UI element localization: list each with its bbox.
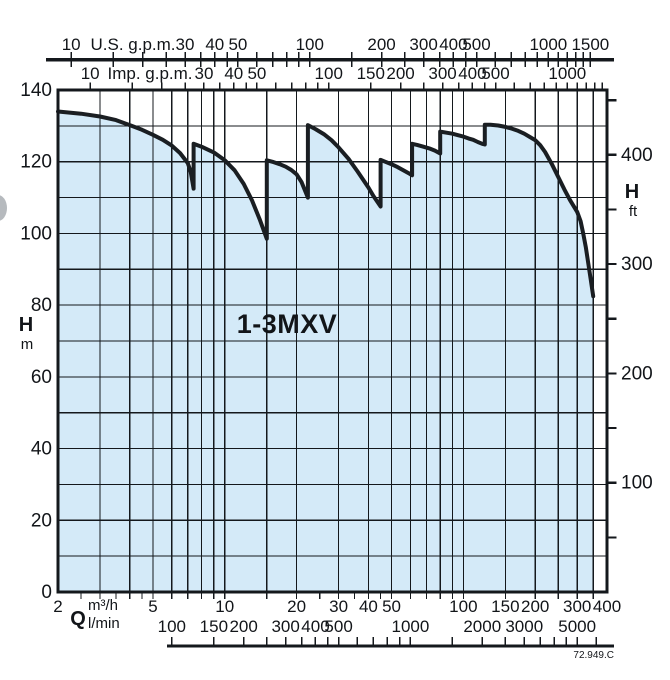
lmin-unit-label: l/min (88, 615, 120, 632)
lmin-tick-label: 100 (158, 617, 186, 636)
lmin-tick-label: 200 (229, 617, 257, 636)
lmin-tick-label: 500 (324, 617, 352, 636)
envelope-area (58, 111, 594, 592)
m3h-tick-label: 100 (449, 597, 477, 616)
imp-gpm-tick-label: 400 (458, 64, 486, 83)
document-number: 72.949.C (573, 650, 614, 661)
m3h-tick-label: 50 (382, 597, 401, 616)
left-h-m-tick-label: 140 (20, 80, 52, 101)
right-ft-tick-label: 200 (621, 363, 653, 384)
us-gpm-tick-label: 100 (296, 35, 324, 54)
m3h-tick-label: 40 (359, 597, 378, 616)
imp-gpm-axis-title: Imp. g.p.m. (107, 64, 192, 83)
left-h-m-tick-label: 80 (31, 295, 52, 316)
left-h-m-tick-label: 120 (20, 152, 52, 173)
lmin-tick-label: 2000 (463, 617, 501, 636)
imp-gpm-tick-label: 150 (357, 64, 385, 83)
m3h-tick-label: 10 (215, 597, 234, 616)
m3h-tick-label: 300 (563, 597, 591, 616)
right-axis-h-symbol: H (625, 181, 639, 203)
m3h-tick-label: 200 (521, 597, 549, 616)
lmin-tick-label: 300 (271, 617, 299, 636)
scan-artifact-blob (0, 195, 7, 221)
m3h-tick-label: 2 (53, 597, 62, 616)
us-gpm-axis-title: U.S. g.p.m. (90, 35, 175, 54)
envelope-area-layer (58, 111, 594, 592)
us-gpm-tick-label: 500 (462, 35, 490, 54)
m3h-tick-label: 5 (148, 597, 157, 616)
us-gpm-tick-label: 400 (439, 35, 467, 54)
plot-border-layer (56, 88, 609, 594)
imp-gpm-tick-label: 1000 (548, 64, 586, 83)
left-axis-m-unit: m (21, 336, 34, 353)
right-ft-tick-label: 400 (621, 145, 653, 166)
flow-q-symbol: Q (70, 608, 86, 630)
m3h-tick-label: 150 (491, 597, 519, 616)
left-h-m-tick-label: 0 (41, 582, 52, 603)
left-h-m-tick-label: 100 (20, 223, 52, 244)
lmin-tick-label: 150 (200, 617, 228, 636)
right-ft-tick-label: 300 (621, 254, 653, 275)
axis-ticks-layer (46, 52, 617, 648)
m3h-tick-label: 400 (593, 597, 621, 616)
us-gpm-tick-label: 200 (367, 35, 395, 54)
us-gpm-tick-label: 1500 (571, 35, 609, 54)
imp-gpm-tick-label: 40 (224, 64, 243, 83)
lmin-tick-label: 1000 (392, 617, 430, 636)
us-gpm-tick-label: 40 (205, 35, 224, 54)
right-ft-tick-label: 100 (621, 473, 653, 494)
envelope-curve (56, 109, 596, 299)
left-h-m-tick-label: 20 (31, 510, 52, 531)
model-range-label: 1-3MXV (237, 309, 338, 339)
imp-gpm-tick-label: 30 (195, 64, 214, 83)
us-gpm-tick-label: 300 (409, 35, 437, 54)
plot-border (56, 88, 609, 594)
us-gpm-tick-label: 1000 (529, 35, 567, 54)
us-gpm-tick-label: 50 (228, 35, 247, 54)
m3h-tick-label: 20 (287, 597, 306, 616)
lmin-tick-label: 5000 (558, 617, 596, 636)
imp-gpm-tick-label: 100 (315, 64, 343, 83)
lmin-tick-label: 400 (301, 617, 329, 636)
grid-layer (58, 90, 607, 592)
imp-gpm-tick-label: 10 (81, 64, 100, 83)
imp-gpm-tick-label: 300 (428, 64, 456, 83)
m3h-tick-label: 30 (329, 597, 348, 616)
lmin-tick-label: 3000 (505, 617, 543, 636)
envelope-curve-layer (56, 109, 596, 299)
left-h-m-tick-label: 60 (31, 367, 52, 388)
right-axis-ft-unit: ft (629, 203, 638, 220)
left-h-m-tick-label: 40 (31, 439, 52, 460)
imp-gpm-tick-label: 200 (386, 64, 414, 83)
us-gpm-tick-label: 10 (62, 35, 81, 54)
m3h-unit-label: m³/h (88, 597, 118, 614)
imp-gpm-tick-label: 500 (481, 64, 509, 83)
us-gpm-tick-label: 30 (176, 35, 195, 54)
imp-gpm-tick-label: 50 (247, 64, 266, 83)
left-axis-h-symbol: H (19, 314, 33, 336)
